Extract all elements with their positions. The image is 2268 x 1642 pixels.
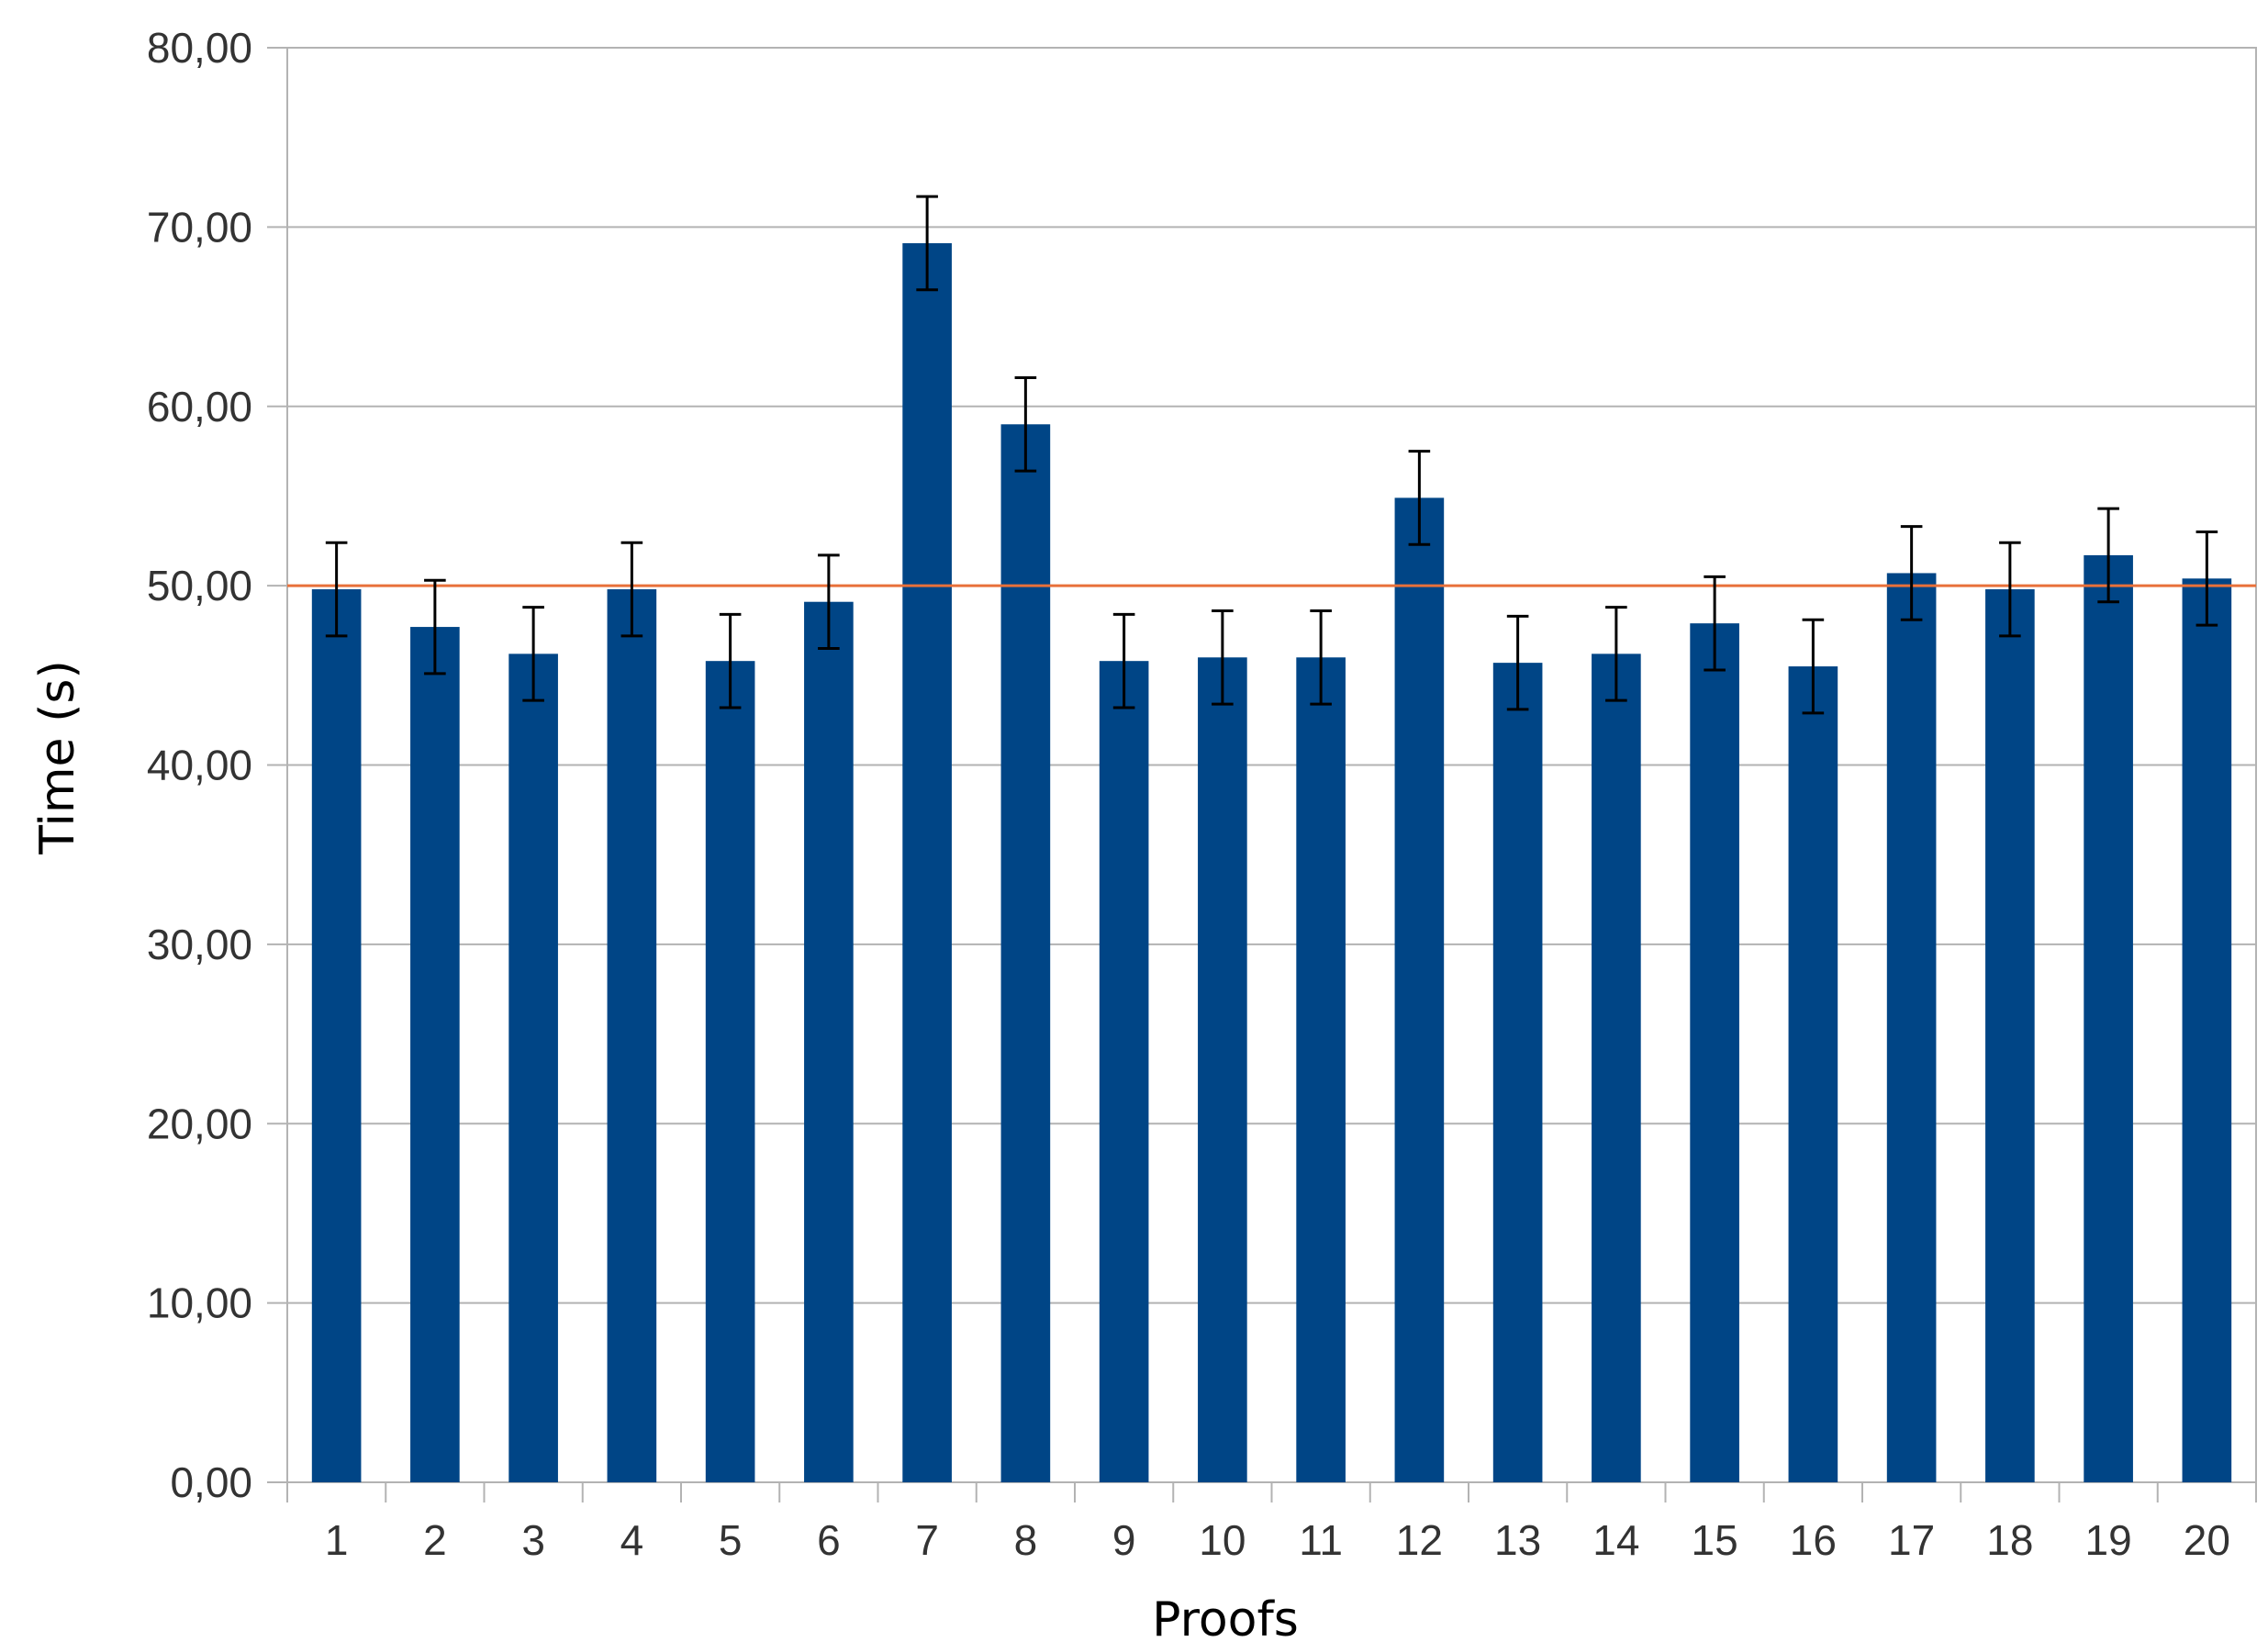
error-bar [1900, 525, 1923, 621]
y-tick-label: 70,00 [147, 203, 252, 251]
error-bar [1408, 450, 1431, 546]
error-bar [1014, 375, 1037, 473]
x-tick-label: 12 [1396, 1516, 1443, 1564]
y-tick-label: 0,00 [170, 1458, 252, 1506]
x-tick-label: 13 [1494, 1516, 1541, 1564]
y-tick-label: 60,00 [147, 383, 252, 430]
x-tick-label: 3 [521, 1516, 545, 1564]
error-bar [424, 578, 446, 676]
y-axis-title: Time (s) [30, 660, 85, 855]
bar [705, 661, 755, 1482]
bar [1099, 661, 1149, 1482]
error-bar [1112, 612, 1135, 709]
x-tick-label: 2 [423, 1516, 447, 1564]
error-bar [325, 541, 348, 638]
error-bar [620, 541, 643, 638]
y-tick-label: 30,00 [147, 921, 252, 968]
error-bar [916, 195, 938, 292]
bar [1198, 657, 1247, 1482]
x-tick-label: 19 [2085, 1516, 2132, 1564]
bar [410, 627, 460, 1482]
bar [1886, 573, 1937, 1482]
bar [1492, 663, 1543, 1482]
bar [607, 589, 657, 1482]
x-tick-label: 15 [1692, 1516, 1738, 1564]
error-bar [1310, 609, 1332, 706]
x-tick-label: 20 [2184, 1516, 2230, 1564]
x-tick-label: 11 [1299, 1516, 1343, 1564]
x-tick-label: 4 [620, 1516, 644, 1564]
error-bars [325, 195, 2218, 715]
error-bar [1802, 618, 1825, 715]
y-tick-label: 10,00 [147, 1279, 252, 1327]
x-tick-label: 10 [1199, 1516, 1246, 1564]
x-tick-label: 7 [915, 1516, 939, 1564]
x-tick-label: 18 [1986, 1516, 2033, 1564]
y-tick-label: 40,00 [147, 742, 252, 789]
grid-lines [267, 47, 2257, 1483]
bar [902, 242, 952, 1482]
error-bar [1704, 575, 1726, 672]
bar [2182, 578, 2232, 1482]
bar [1394, 497, 1445, 1482]
x-tick-label: 8 [1014, 1516, 1038, 1564]
error-bar [1212, 609, 1234, 706]
x-tick-label: 1 [325, 1516, 349, 1564]
bar [804, 601, 854, 1482]
y-tick-label: 80,00 [147, 24, 252, 72]
bar [1690, 623, 1739, 1482]
bar [1296, 657, 1346, 1482]
error-bar [1506, 614, 1529, 711]
error-bar [1999, 541, 2021, 638]
bar [2084, 554, 2133, 1482]
error-bar [1605, 606, 1627, 702]
y-tick-label: 20,00 [147, 1100, 252, 1147]
x-tick-label: 5 [719, 1516, 743, 1564]
error-bar [2097, 507, 2119, 604]
x-tick-label: 6 [817, 1516, 841, 1564]
error-bar [818, 553, 840, 651]
x-tick-label: 17 [1888, 1516, 1935, 1564]
bar [1788, 666, 1838, 1482]
bar [311, 589, 362, 1482]
x-axis-title: Proofs [1152, 1592, 1299, 1642]
error-bar [2195, 531, 2218, 627]
bars [311, 242, 2232, 1483]
x-tick-label: 9 [1112, 1516, 1136, 1564]
bar [508, 653, 558, 1482]
bar [1985, 589, 2035, 1482]
bar [1592, 653, 1641, 1482]
y-tick-label: 50,00 [147, 562, 252, 609]
x-tick-label: 14 [1592, 1516, 1639, 1564]
error-bar [719, 612, 742, 709]
bar [1000, 424, 1051, 1483]
axes: 0,00 10,00 20,00 30,00 40,00 50,00 60,00 70,00 8… [147, 24, 2257, 1564]
x-tick-label: 16 [1790, 1516, 1837, 1564]
error-bar [522, 606, 544, 702]
